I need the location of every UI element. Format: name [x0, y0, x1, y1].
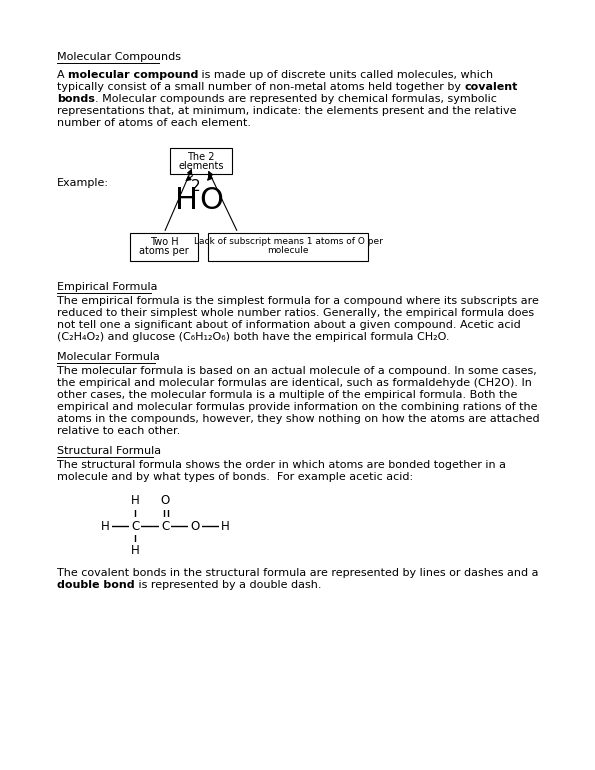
- Bar: [130, 233, 198, 261]
- Text: O: O: [190, 520, 200, 533]
- Text: double bond: double bond: [57, 580, 134, 590]
- Text: Molecular Formula: Molecular Formula: [57, 352, 160, 362]
- Text: reduced to their simplest whole number ratios. Generally, the empirical formula : reduced to their simplest whole number r…: [57, 308, 534, 318]
- Text: typically consist of a small number of non-metal atoms held together by: typically consist of a small number of n…: [57, 82, 465, 92]
- Text: atoms per: atoms per: [139, 246, 189, 256]
- Text: atoms in the compounds, however, they show nothing on how the atoms are attached: atoms in the compounds, however, they sh…: [57, 414, 540, 424]
- Text: The structural formula shows the order in which atoms are bonded together in a: The structural formula shows the order i…: [57, 460, 506, 470]
- Text: C: C: [131, 520, 139, 533]
- Text: Example:: Example:: [57, 178, 109, 188]
- Text: O: O: [199, 186, 223, 215]
- Text: H: H: [131, 544, 139, 557]
- Text: empirical and molecular formulas provide information on the combining rations of: empirical and molecular formulas provide…: [57, 402, 537, 412]
- Text: is represented by a double dash.: is represented by a double dash.: [134, 580, 321, 590]
- Bar: [170, 148, 232, 174]
- Text: C: C: [161, 520, 169, 533]
- Text: bonds: bonds: [57, 94, 95, 104]
- Text: H: H: [101, 520, 109, 533]
- Text: 2: 2: [191, 179, 201, 194]
- Text: representations that, at minimum, indicate: the elements present and the relativ: representations that, at minimum, indica…: [57, 106, 516, 116]
- Text: covalent: covalent: [465, 82, 518, 92]
- Text: molecule: molecule: [267, 246, 309, 255]
- Text: (C₂H₄O₂) and glucose (C₆H₁₂O₆) both have the empirical formula CH₂O.: (C₂H₄O₂) and glucose (C₆H₁₂O₆) both have…: [57, 332, 449, 342]
- Text: molecular compound: molecular compound: [68, 70, 199, 80]
- Text: H: H: [175, 186, 198, 215]
- Text: A: A: [57, 70, 68, 80]
- Text: Two H: Two H: [150, 237, 178, 247]
- Text: molecule and by what types of bonds.  For example acetic acid:: molecule and by what types of bonds. For…: [57, 472, 413, 482]
- Text: The 2: The 2: [187, 152, 215, 162]
- Text: The molecular formula is based on an actual molecule of a compound. In some case: The molecular formula is based on an act…: [57, 366, 537, 376]
- Text: elements: elements: [178, 161, 224, 171]
- Text: is made up of discrete units called molecules, which: is made up of discrete units called mole…: [199, 70, 494, 80]
- Text: Molecular Compounds: Molecular Compounds: [57, 52, 181, 62]
- Bar: [208, 233, 368, 261]
- Text: not tell one a significant about of information about a given compound. Acetic a: not tell one a significant about of info…: [57, 320, 521, 330]
- Text: other cases, the molecular formula is a multiple of the empirical formula. Both : other cases, the molecular formula is a …: [57, 390, 518, 400]
- Text: The covalent bonds in the structural formula are represented by lines or dashes : The covalent bonds in the structural for…: [57, 568, 538, 578]
- Text: The empirical formula is the simplest formula for a compound where its subscript: The empirical formula is the simplest fo…: [57, 296, 539, 306]
- Text: O: O: [161, 494, 170, 507]
- Text: the empirical and molecular formulas are identical, such as formaldehyde (CH2O).: the empirical and molecular formulas are…: [57, 378, 532, 388]
- Text: Lack of subscript means 1 atoms of O per: Lack of subscript means 1 atoms of O per: [193, 237, 383, 246]
- Text: H: H: [131, 494, 139, 507]
- Text: Empirical Formula: Empirical Formula: [57, 282, 158, 292]
- Text: H: H: [221, 520, 230, 533]
- Text: number of atoms of each element.: number of atoms of each element.: [57, 118, 251, 128]
- Text: relative to each other.: relative to each other.: [57, 426, 180, 436]
- Text: Structural Formula: Structural Formula: [57, 446, 161, 456]
- Text: . Molecular compounds are represented by chemical formulas, symbolic: . Molecular compounds are represented by…: [95, 94, 497, 104]
